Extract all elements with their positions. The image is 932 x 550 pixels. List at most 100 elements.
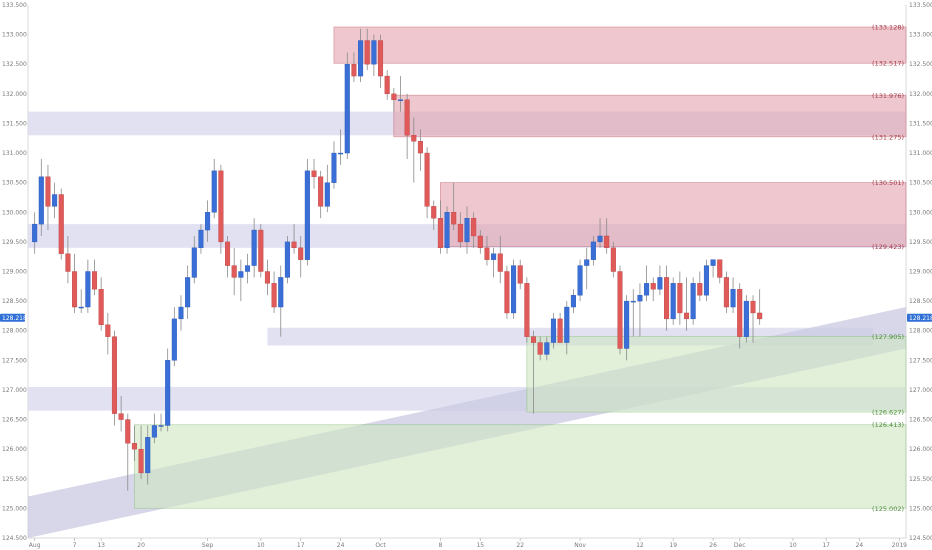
supply-zone[interactable] xyxy=(439,182,907,247)
candles-layer[interactable] xyxy=(32,28,763,491)
candle[interactable] xyxy=(717,259,723,284)
demand-zone[interactable] xyxy=(526,335,907,413)
candle[interactable] xyxy=(225,235,231,278)
candle[interactable] xyxy=(617,265,623,355)
candle[interactable] xyxy=(677,271,683,325)
candle[interactable] xyxy=(378,34,384,88)
candle[interactable] xyxy=(364,28,370,71)
candle[interactable] xyxy=(657,265,663,296)
candle[interactable] xyxy=(371,34,377,77)
candle[interactable] xyxy=(397,76,404,112)
candle[interactable] xyxy=(690,277,696,325)
candle[interactable] xyxy=(344,52,350,159)
candle[interactable] xyxy=(231,247,237,296)
candle[interactable] xyxy=(311,158,317,189)
candle[interactable] xyxy=(85,259,91,313)
candle[interactable] xyxy=(298,235,304,278)
candle[interactable] xyxy=(584,247,590,290)
candle[interactable] xyxy=(590,235,596,266)
supply-zone[interactable] xyxy=(393,94,907,138)
candle[interactable] xyxy=(697,271,703,302)
candle[interactable] xyxy=(524,277,530,343)
candle[interactable] xyxy=(138,425,144,479)
candle[interactable] xyxy=(391,87,397,112)
candle[interactable] xyxy=(211,158,217,219)
candle[interactable] xyxy=(644,265,650,302)
candle[interactable] xyxy=(511,259,517,319)
candle[interactable] xyxy=(218,164,224,254)
candle[interactable] xyxy=(258,224,264,278)
candle[interactable] xyxy=(165,348,171,432)
candle[interactable] xyxy=(517,259,523,290)
candle[interactable] xyxy=(504,265,510,319)
candle[interactable] xyxy=(550,312,556,349)
candle[interactable] xyxy=(471,212,477,248)
candle[interactable] xyxy=(664,265,670,331)
candle[interactable] xyxy=(238,259,244,302)
candle[interactable] xyxy=(111,330,117,426)
candle[interactable] xyxy=(118,395,124,432)
candle[interactable] xyxy=(284,235,290,284)
candle[interactable] xyxy=(324,164,330,213)
candle[interactable] xyxy=(45,164,51,231)
candle[interactable] xyxy=(65,235,71,284)
candle[interactable] xyxy=(32,212,38,254)
candle[interactable] xyxy=(484,235,490,266)
candle[interactable] xyxy=(331,141,337,189)
candle[interactable] xyxy=(131,425,137,462)
candle[interactable] xyxy=(278,265,284,337)
candle[interactable] xyxy=(497,235,503,284)
candle[interactable] xyxy=(444,206,450,254)
candle[interactable] xyxy=(604,218,610,254)
candle[interactable] xyxy=(683,277,690,331)
candle[interactable] xyxy=(564,301,570,355)
candle[interactable] xyxy=(78,289,84,313)
candle[interactable] xyxy=(757,289,763,325)
candle[interactable] xyxy=(597,218,603,248)
candle[interactable] xyxy=(205,200,211,242)
candle[interactable] xyxy=(58,188,64,260)
candle[interactable] xyxy=(743,295,749,343)
candle[interactable] xyxy=(437,200,443,254)
candle[interactable] xyxy=(271,271,277,313)
candle[interactable] xyxy=(304,158,310,266)
candle[interactable] xyxy=(52,182,58,219)
candle[interactable] xyxy=(291,224,297,254)
candle[interactable] xyxy=(544,336,550,361)
candle[interactable] xyxy=(537,336,543,361)
candle[interactable] xyxy=(38,158,44,236)
candle[interactable] xyxy=(530,330,537,414)
candle[interactable] xyxy=(244,253,251,284)
candle[interactable] xyxy=(158,413,164,432)
candle[interactable] xyxy=(577,259,583,302)
candle[interactable] xyxy=(178,295,184,331)
candle[interactable] xyxy=(451,182,457,231)
candle[interactable] xyxy=(264,259,270,296)
candle[interactable] xyxy=(730,277,736,313)
candle[interactable] xyxy=(191,235,197,284)
candle[interactable] xyxy=(624,295,630,361)
candle[interactable] xyxy=(670,277,676,325)
candle[interactable] xyxy=(318,170,324,219)
candle[interactable] xyxy=(72,253,78,313)
candle[interactable] xyxy=(404,93,410,159)
candle[interactable] xyxy=(431,200,437,231)
candle[interactable] xyxy=(703,259,709,302)
candle[interactable] xyxy=(424,147,430,219)
candle[interactable] xyxy=(185,265,191,319)
candle[interactable] xyxy=(491,247,497,278)
supply-zone[interactable] xyxy=(333,26,907,64)
candle[interactable] xyxy=(737,283,743,349)
candle[interactable] xyxy=(384,70,390,100)
candle[interactable] xyxy=(457,212,463,248)
candle[interactable] xyxy=(417,129,423,171)
candle[interactable] xyxy=(151,413,157,444)
candle[interactable] xyxy=(411,117,417,183)
candle[interactable] xyxy=(750,295,756,343)
candle[interactable] xyxy=(358,28,364,82)
candle[interactable] xyxy=(710,259,716,278)
candle[interactable] xyxy=(464,206,470,254)
candle[interactable] xyxy=(630,289,636,337)
candle[interactable] xyxy=(125,413,131,491)
